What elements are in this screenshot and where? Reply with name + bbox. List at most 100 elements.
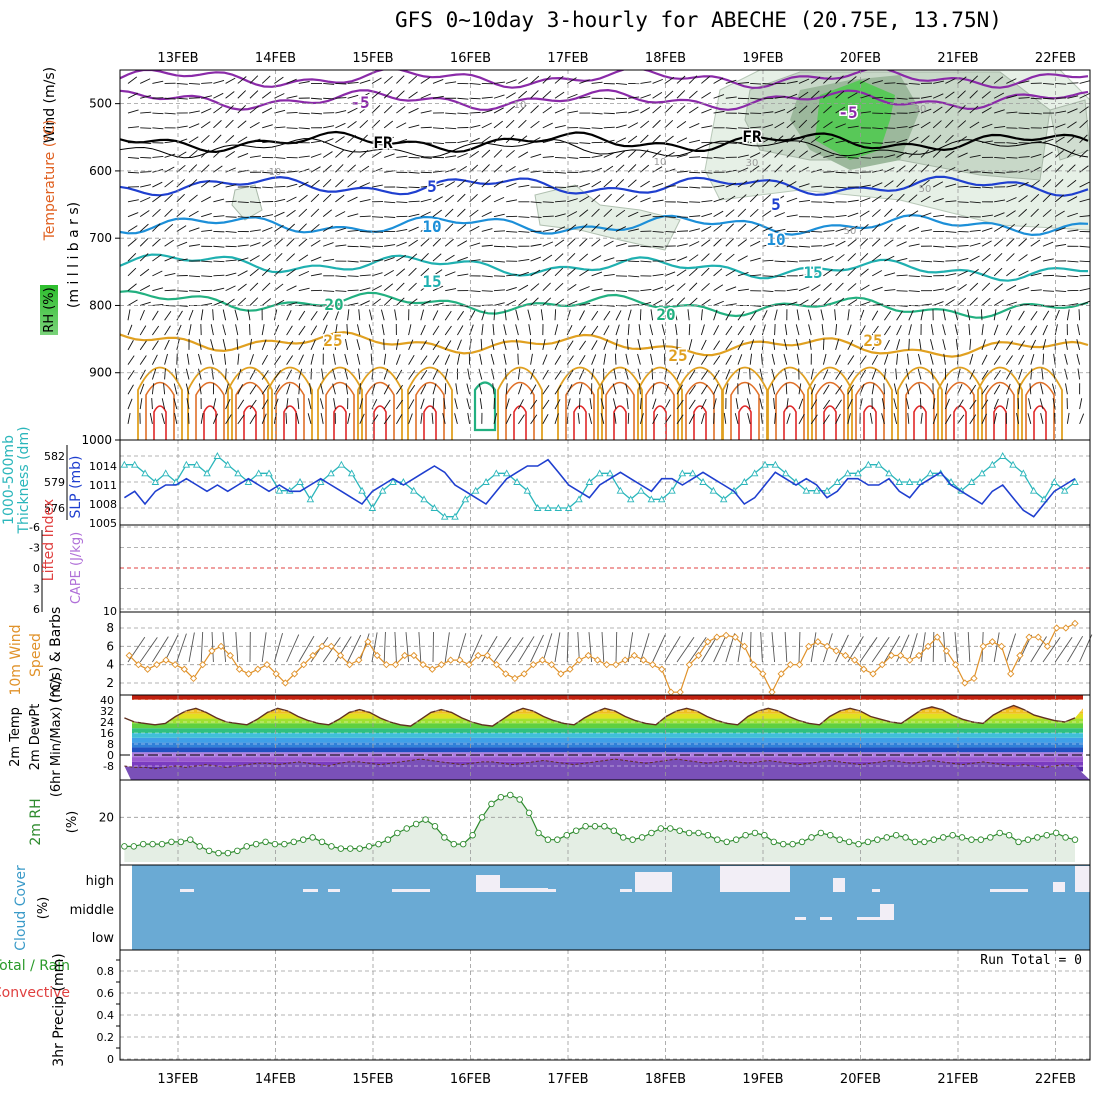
wind-barb [884,223,893,232]
panel-ylabel: (%) [65,811,80,834]
wind-barb [981,339,986,350]
wind-barb [515,324,519,336]
rh-point [949,831,956,839]
wind-barb [506,79,517,84]
wind-barb [225,259,237,262]
wind-barb [676,137,688,144]
wind-barb [237,201,249,204]
wind-barb [713,355,721,365]
wind-barb [152,254,162,262]
panel-ylabel: (%) [36,897,51,920]
wind-barb [358,368,361,380]
wind-barb [457,112,469,115]
rh-point [845,838,853,846]
wind-barb [835,186,847,189]
temp-tick-label: 16 [100,727,114,740]
rh-point [544,836,552,843]
wind-barb [457,224,467,232]
wind-barb [701,225,712,232]
isotherm-line [120,88,1089,111]
wind-barb [261,267,271,277]
wind-barb [1018,195,1028,203]
wind-barb [603,165,614,173]
thickness-point [223,460,232,468]
isotherm-label: 20 [324,295,343,314]
wind-barb [530,201,542,204]
wind-barb [603,224,613,232]
wind-barb [579,325,586,336]
wind-barb [920,632,926,663]
wind-barb [566,268,576,277]
wind-barb [432,340,440,351]
wind-barb [347,81,359,84]
wind-barb [515,338,519,350]
isotherm-loop [227,366,273,440]
wind-barb [981,370,989,380]
wind-barb [347,634,362,663]
wind-barb [664,216,676,219]
wind-barb [884,112,896,115]
wind-barb [518,105,527,114]
wind-barb [359,79,371,84]
rh-point [459,840,467,848]
wind-barb [493,120,503,129]
wind-barb [591,112,603,115]
wind-barb [261,298,272,306]
isotherm-loop [365,381,395,440]
wind-barb [225,414,232,425]
wind-barb [225,150,235,158]
wind-barb [1042,193,1052,203]
wind-barb [701,239,711,247]
wind-barb [762,290,774,293]
wind-barb [152,181,163,188]
wind-barb [847,199,859,203]
wind-barb [371,298,382,306]
wind-barb [152,127,164,130]
wind-barb [823,269,833,277]
wind-barb [725,310,732,321]
wind-barb [176,83,188,85]
wind-barb [1006,284,1017,292]
wind-barb [286,253,295,262]
cloud-gap [880,904,894,920]
wind-barb [127,109,139,114]
wind-barb [261,354,268,365]
date-tick-top: 21FEB [937,51,978,66]
rh-point [187,836,194,843]
wind-barb [676,105,686,114]
thickness-point [513,478,521,485]
wind-barb [600,413,605,424]
wind-barb [1006,210,1016,218]
wind-speed-point [1034,633,1042,641]
thickness-tick-label: 582 [44,450,65,463]
wind-barb [713,197,725,203]
wind-barb [542,122,553,129]
wind-speed-point [676,688,684,696]
wind-barb [774,195,785,203]
isotherm-line [120,175,1089,197]
wind-barb [164,223,174,232]
wind-barb [408,399,415,410]
wind-barb [466,398,471,410]
wind-barb [701,200,713,203]
rh-point [902,834,909,841]
wind-barb [884,310,892,321]
wind-barb [368,324,373,336]
wind-barb [518,258,530,262]
wind-barb [286,127,298,129]
wind-barb [298,340,306,351]
wind-barb [298,254,309,262]
wind-barb [1064,353,1068,365]
wind-barb [993,253,1003,262]
wind-barb [859,253,869,262]
wind-barb [676,170,688,173]
wind-barb [615,178,625,188]
wind-barb [884,167,895,173]
wind-barb [567,198,578,203]
wind-barb [261,253,271,262]
wind-barb [615,209,626,218]
wind-barb [432,369,439,380]
wind-barb [492,383,495,395]
wind-barb [286,340,294,351]
